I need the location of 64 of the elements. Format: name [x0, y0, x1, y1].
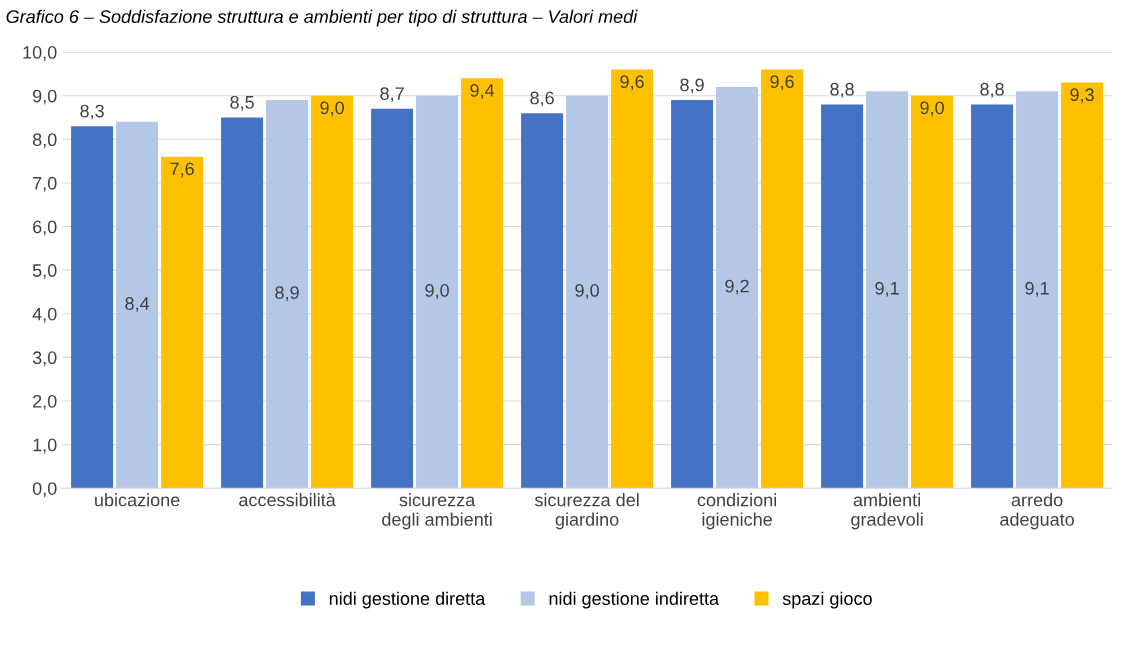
bar [116, 121, 159, 489]
bar [461, 78, 504, 489]
y-tick-label: 3,0 [32, 351, 57, 367]
data-label: 9,0 [920, 101, 944, 117]
y-tick-label: 6,0 [33, 220, 57, 236]
y-tick-label: 5,0 [32, 264, 57, 280]
bar [971, 104, 1014, 489]
y-tick-label: 0,0 [32, 482, 57, 498]
data-label: 9,0 [425, 284, 449, 299]
y-tick-label: 9,0 [32, 89, 57, 105]
x-tick-label: ubicazione [95, 493, 180, 507]
data-label: 8,6 [530, 91, 554, 107]
y-tick-label: 4,0 [32, 307, 57, 323]
bar [611, 69, 654, 489]
bar [521, 113, 564, 489]
data-label: 9,1 [1025, 281, 1049, 297]
bar [821, 104, 864, 489]
x-tick-label: ambienti gradevoli [851, 493, 923, 530]
data-label: 8,4 [125, 297, 150, 313]
x-tick-label: arredo adeguato [1000, 493, 1074, 530]
y-tick-label: 2,0 [33, 394, 57, 410]
bar [371, 108, 414, 489]
bar [71, 126, 114, 489]
bar [566, 95, 609, 489]
data-label: 8,8 [980, 82, 1004, 98]
chart-title: Grafico 6 – Soddisfazione struttura e ambienti per tipo di struttura – Valori medi [6, 9, 638, 27]
data-label: 9,6 [770, 75, 794, 91]
bar [266, 100, 309, 489]
bar [716, 86, 759, 489]
bar [671, 100, 714, 489]
data-label: 8,7 [380, 87, 404, 103]
y-tick-label: 1,0 [33, 438, 57, 454]
x-tick-label: accessibilità [239, 492, 336, 507]
data-label: 9,0 [320, 101, 344, 117]
y-tick-label: 8,0 [32, 133, 57, 149]
bar [311, 95, 354, 489]
data-label: 7,6 [170, 162, 194, 178]
bar [1061, 82, 1104, 489]
data-label: 9,6 [620, 75, 644, 91]
legend-label: spazi gioco [782, 591, 872, 609]
y-tick-label: 7,0 [33, 176, 57, 192]
legend-label: nidi gestione indiretta [549, 591, 720, 609]
bar [1016, 91, 1059, 489]
data-label: 9,2 [725, 279, 749, 295]
x-tick-label: condizioni igieniche [697, 493, 777, 530]
data-label: 8,9 [275, 286, 299, 302]
bar [761, 69, 804, 489]
data-label: 8,9 [680, 78, 704, 94]
bar [416, 95, 459, 489]
data-label: 8,8 [830, 82, 854, 98]
data-label: 8,5 [230, 95, 254, 111]
data-label: 9,0 [575, 284, 599, 299]
data-label: 9,3 [1070, 88, 1094, 104]
bar [866, 91, 909, 489]
x-tick-label: sicurezza degli ambienti [382, 493, 492, 530]
bar [911, 95, 954, 489]
x-tick-label: sicurezza del giardino [534, 493, 639, 530]
data-label: 9,1 [875, 281, 899, 297]
bar [161, 156, 204, 489]
data-label: 8,3 [80, 104, 104, 120]
legend-label: nidi gestione diretta [329, 591, 486, 609]
y-tick-label: 10,0 [23, 46, 57, 61]
data-label: 9,4 [470, 83, 495, 99]
bar [221, 117, 264, 489]
